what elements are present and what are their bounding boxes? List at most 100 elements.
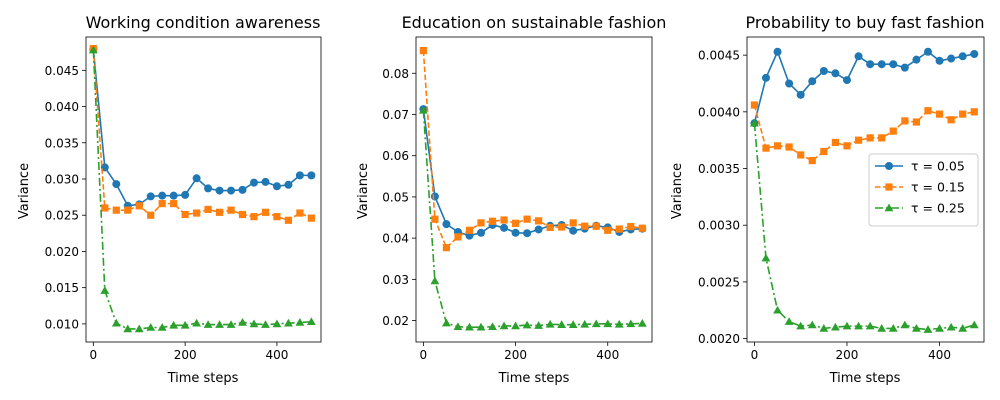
data-point-marker bbox=[877, 60, 886, 69]
data-point-marker bbox=[284, 318, 293, 327]
y-tick-label: 0.045 bbox=[45, 64, 79, 78]
data-point-marker bbox=[866, 60, 875, 69]
x-tick-label: 200 bbox=[504, 348, 527, 362]
data-point-marker bbox=[820, 147, 828, 156]
data-point-marker bbox=[615, 225, 623, 233]
data-point-marker bbox=[761, 73, 770, 82]
data-point-marker bbox=[935, 110, 944, 118]
data-point-marker bbox=[546, 223, 554, 232]
data-point-marker bbox=[511, 219, 520, 227]
data-point-marker bbox=[785, 79, 794, 88]
data-point-marker bbox=[181, 210, 189, 219]
data-point-marker bbox=[878, 134, 886, 142]
data-point-marker bbox=[180, 320, 190, 329]
data-point-marker bbox=[808, 156, 816, 165]
data-point-marker bbox=[900, 320, 910, 329]
y-axis-label: Variance bbox=[670, 163, 685, 219]
data-point-marker bbox=[169, 320, 179, 329]
data-point-marker bbox=[523, 229, 532, 238]
legend-marker bbox=[885, 183, 893, 191]
data-point-marker bbox=[419, 47, 427, 55]
data-point-marker bbox=[226, 320, 236, 328]
data-point-marker bbox=[203, 320, 213, 328]
data-point-marker bbox=[499, 321, 509, 330]
data-point-marker bbox=[626, 319, 636, 328]
data-point-marker bbox=[453, 322, 463, 331]
data-point-marker bbox=[831, 322, 840, 331]
data-point-marker bbox=[923, 325, 933, 333]
data-point-marker bbox=[88, 45, 98, 54]
data-point-marker bbox=[843, 142, 851, 150]
data-point-marker bbox=[418, 105, 428, 114]
data-point-marker bbox=[134, 324, 144, 333]
data-point-marker bbox=[923, 47, 932, 56]
chart-panel-fast-fashion: Probability to buy fast fashion Time ste… bbox=[670, 13, 985, 386]
data-point-marker bbox=[273, 213, 281, 221]
data-point-marker bbox=[819, 323, 829, 332]
legend-marker bbox=[885, 162, 893, 170]
data-point-marker bbox=[158, 200, 166, 208]
data-point-marker bbox=[947, 54, 956, 63]
data-point-marker bbox=[215, 208, 224, 216]
data-point-marker bbox=[807, 320, 817, 329]
data-point-marker bbox=[100, 286, 110, 294]
data-point-marker bbox=[112, 180, 121, 189]
data-point-marker bbox=[819, 67, 828, 76]
data-point-marker bbox=[430, 192, 439, 201]
data-point-marker bbox=[284, 216, 293, 224]
data-point-marker bbox=[581, 222, 589, 230]
x-tick-label: 200 bbox=[836, 348, 859, 362]
data-point-marker bbox=[442, 244, 451, 252]
data-point-marker bbox=[523, 215, 531, 223]
y-tick-label: 0.020 bbox=[45, 245, 79, 259]
data-point-marker bbox=[854, 321, 863, 330]
y-tick-label: 0.025 bbox=[45, 209, 79, 223]
data-point-marker bbox=[773, 305, 782, 314]
data-point-marker bbox=[465, 322, 474, 331]
data-point-marker bbox=[785, 143, 793, 151]
data-point-marker bbox=[842, 76, 851, 85]
x-tick-label: 200 bbox=[174, 348, 197, 362]
y-tick-label: 0.04 bbox=[382, 232, 409, 246]
data-point-marker bbox=[227, 206, 235, 214]
data-point-marker bbox=[272, 182, 281, 191]
data-point-marker bbox=[477, 219, 485, 227]
data-point-marker bbox=[430, 276, 440, 285]
data-point-marker bbox=[534, 225, 543, 234]
x-tick-label: 400 bbox=[596, 348, 619, 362]
data-point-marker bbox=[261, 208, 270, 216]
data-point-marker bbox=[215, 186, 224, 195]
data-point-marker bbox=[970, 50, 979, 59]
data-point-marker bbox=[569, 226, 578, 235]
data-point-marker bbox=[796, 321, 806, 330]
data-point-marker bbox=[284, 180, 293, 189]
data-point-marker bbox=[888, 323, 898, 332]
data-point-marker bbox=[865, 321, 875, 330]
data-point-marker bbox=[261, 320, 270, 328]
data-point-marker bbox=[123, 324, 133, 333]
data-point-marker bbox=[797, 151, 805, 159]
data-point-marker bbox=[866, 134, 874, 142]
data-point-marker bbox=[535, 217, 543, 225]
data-point-marker bbox=[147, 211, 155, 219]
data-point-marker bbox=[761, 253, 771, 262]
y-tick-label: 0.040 bbox=[45, 100, 79, 114]
data-point-marker bbox=[295, 318, 305, 326]
data-point-marker bbox=[603, 319, 613, 328]
x-axis-label: Time steps bbox=[829, 371, 901, 386]
data-point-marker bbox=[238, 318, 247, 326]
data-point-marker bbox=[204, 184, 213, 193]
data-point-marker bbox=[442, 318, 451, 327]
data-point-marker bbox=[227, 186, 236, 195]
data-point-marker bbox=[924, 107, 932, 115]
data-point-marker bbox=[500, 216, 508, 224]
data-point-marker bbox=[511, 321, 520, 330]
data-point-marker bbox=[558, 223, 566, 231]
data-point-marker bbox=[192, 318, 202, 327]
data-point-marker bbox=[146, 323, 156, 331]
data-point-marker bbox=[238, 185, 247, 194]
x-tick-label: 400 bbox=[928, 348, 951, 362]
data-point-marker bbox=[488, 217, 497, 225]
